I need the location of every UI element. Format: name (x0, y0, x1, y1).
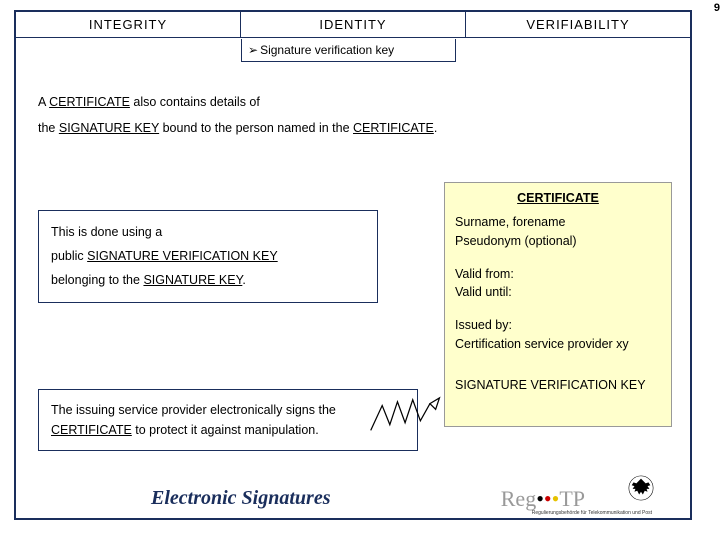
tab-integrity: INTEGRITY (16, 12, 241, 37)
txt-u: SIGNATURE KEY (143, 273, 242, 287)
txt: . (242, 273, 245, 287)
logo-subtext: Regulierungsbehörde für Telekommunikatio… (532, 511, 652, 516)
txt: belonging to the (51, 273, 143, 287)
lb2-l1: The issuing service provider electronica… (51, 400, 405, 420)
txt-u: SIGNATURE VERIFICATION KEY (87, 249, 278, 263)
txt: also contains details of (130, 95, 260, 109)
txt: Issued by: (455, 316, 661, 335)
subheader-text: Signature verification key (260, 43, 394, 57)
zigzag-arrow-icon (368, 396, 446, 438)
lb2-l2: CERTIFICATE to protect it against manipu… (51, 420, 405, 440)
txt: Certification service provider xy (455, 335, 661, 354)
txt: Valid until: (455, 283, 661, 302)
footer-title: Electronic Signatures (151, 487, 330, 510)
tab-identity: IDENTITY (241, 12, 466, 37)
cert-title: CERTIFICATE (455, 191, 661, 205)
certificate-box: CERTIFICATE Surname, forename Pseudonym … (444, 182, 672, 427)
txt: the (38, 121, 59, 135)
leftbox-1: This is done using a public SIGNATURE VE… (38, 210, 378, 303)
cert-name: Surname, forename Pseudonym (optional) (455, 213, 661, 251)
txt: to protect it against manipulation. (132, 423, 319, 437)
lb1-l3: belonging to the SIGNATURE KEY. (51, 269, 365, 293)
arrow-icon: ➢ (248, 43, 258, 57)
txt: public (51, 249, 87, 263)
intro-line2: the SIGNATURE KEY bound to the person na… (38, 118, 437, 138)
lb1-l2: public SIGNATURE VERIFICATION KEY (51, 245, 365, 269)
txt-u: CERTIFICATE (51, 423, 132, 437)
txt: bound to the person named in the (159, 121, 353, 135)
txt-u: SIGNATURE KEY (59, 121, 159, 135)
leftbox-2: The issuing service provider electronica… (38, 389, 418, 451)
txt: Pseudonym (optional) (455, 232, 661, 251)
logo-regtp: Reg•••TP (501, 486, 585, 512)
page-number: 9 (714, 2, 720, 14)
txt-u: CERTIFICATE (353, 121, 434, 135)
cert-issued: Issued by: Certification service provide… (455, 316, 661, 354)
lb1-l1: This is done using a (51, 221, 365, 245)
txt-u: CERTIFICATE (49, 95, 130, 109)
txt: Valid from: (455, 265, 661, 284)
eagle-icon (627, 474, 655, 502)
txt: A (38, 95, 49, 109)
txt: Surname, forename (455, 213, 661, 232)
tab-row: INTEGRITY IDENTITY VERIFIABILITY (16, 12, 690, 38)
subheader-box: ➢Signature verification key (241, 39, 456, 62)
slide-frame: INTEGRITY IDENTITY VERIFIABILITY ➢Signat… (14, 10, 692, 520)
cert-key: SIGNATURE VERIFICATION KEY (455, 376, 661, 395)
cert-valid: Valid from: Valid until: (455, 265, 661, 303)
tab-verifiability: VERIFIABILITY (466, 12, 690, 37)
txt: . (434, 121, 437, 135)
intro-line1: A CERTIFICATE also contains details of (38, 92, 260, 112)
